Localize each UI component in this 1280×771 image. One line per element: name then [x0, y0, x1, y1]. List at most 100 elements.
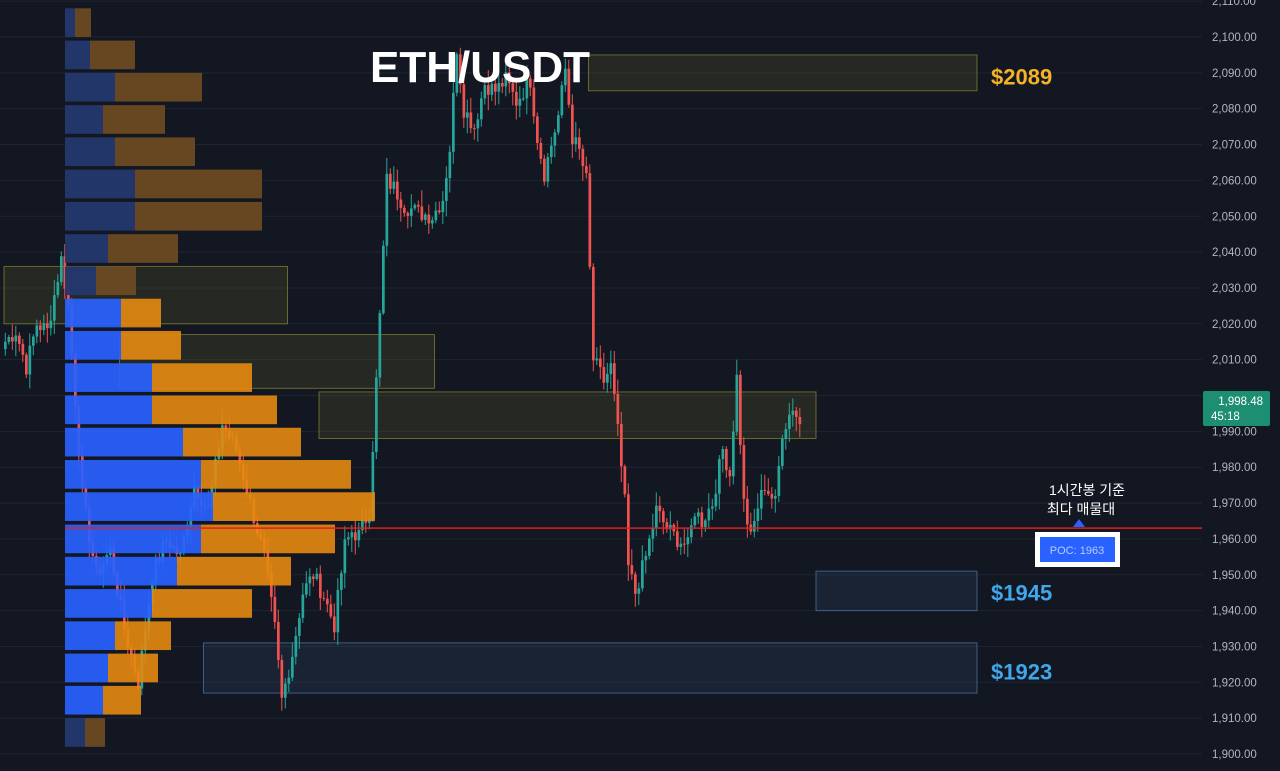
- price-tick-label: 2,070.00: [1212, 140, 1257, 152]
- volume-profile-buy-bar: [65, 8, 75, 37]
- candle-body: [70, 304, 74, 354]
- volume-profile-buy-bar: [65, 169, 135, 199]
- candle-body: [746, 498, 749, 525]
- candle-body: [735, 374, 739, 432]
- candle-body: [683, 543, 686, 545]
- candle-body: [616, 393, 620, 424]
- volume-profile-sell-bar: [183, 427, 301, 457]
- candle-body: [564, 68, 567, 86]
- candle-body: [777, 465, 781, 496]
- candle-body: [609, 363, 613, 375]
- volume-profile-sell-bar: [121, 298, 161, 328]
- candle-body: [273, 596, 277, 623]
- candle-body: [732, 431, 735, 477]
- price-level-label: $1923: [991, 660, 1052, 685]
- candle-body: [403, 207, 406, 213]
- volume-profile-sell-bar: [115, 72, 202, 102]
- volume-profile-sell-bar: [121, 330, 181, 360]
- price-tick-label: 2,100.00: [1212, 32, 1257, 44]
- candle-body: [427, 214, 431, 224]
- candle-body: [711, 506, 714, 509]
- candle-body: [417, 204, 420, 207]
- support-zone: [203, 642, 978, 694]
- candle-body: [301, 594, 305, 619]
- volume-profile-buy-bar: [65, 427, 183, 457]
- candle-body: [585, 166, 588, 174]
- price-tick-label: 2,090.00: [1212, 68, 1257, 80]
- volume-profile-sell-bar: [152, 363, 252, 392]
- volume-profile-buy-bar: [65, 685, 103, 715]
- candle-body: [18, 335, 21, 344]
- candle-body: [466, 112, 469, 118]
- candle-body: [280, 659, 284, 698]
- candle-body: [679, 543, 683, 547]
- volume-profile-buy-bar: [65, 556, 177, 586]
- volume-profile-buy-bar: [65, 201, 135, 231]
- candle-body: [767, 490, 770, 494]
- candle-body: [445, 178, 448, 201]
- price-tick-label: 2,020.00: [1212, 319, 1257, 331]
- candle-body: [557, 115, 560, 133]
- candle-body: [382, 245, 385, 314]
- candle-body: [627, 494, 630, 566]
- volume-profile-sell-bar: [108, 653, 158, 683]
- volume-profile-buy-bar: [65, 105, 103, 134]
- candle-body: [756, 508, 760, 521]
- candle-body: [714, 493, 718, 507]
- candle-body: [770, 493, 774, 499]
- volume-profile-sell-bar: [75, 8, 91, 37]
- candle-body: [35, 325, 39, 337]
- candle-body: [483, 85, 487, 99]
- last-price-tag[interactable]: [1203, 391, 1270, 426]
- candle-body: [361, 519, 364, 531]
- candle-body: [753, 520, 756, 532]
- candle-body: [354, 532, 357, 541]
- candle-body: [25, 354, 28, 375]
- candle-body: [637, 588, 641, 594]
- candle-body: [508, 72, 511, 84]
- candle-body: [606, 374, 609, 383]
- candle-body: [438, 210, 441, 213]
- volume-profile-buy-bar: [65, 266, 96, 296]
- candle-body: [284, 683, 287, 698]
- candle-body: [319, 573, 322, 598]
- candle-body: [130, 646, 133, 655]
- price-level-label: $1945: [991, 581, 1052, 606]
- candle-body: [774, 495, 777, 499]
- candle-body: [350, 532, 354, 538]
- candle-body: [788, 414, 791, 430]
- price-axis[interactable]: 1,900.00 1,910.00 1,920.00 1,930.00 1,940.00…: [1212, 0, 1257, 761]
- candle-body: [392, 181, 396, 189]
- price-tick-label: 1,960.00: [1212, 534, 1257, 546]
- volume-profile-buy-bar: [65, 524, 201, 554]
- volume-profile-buy-bar: [65, 298, 121, 328]
- candle-body: [396, 181, 399, 200]
- candle-body: [760, 489, 763, 509]
- candle-body: [424, 214, 427, 220]
- candle-body: [476, 119, 480, 129]
- candle-body: [511, 83, 515, 92]
- price-tick-label: 1,920.00: [1212, 677, 1257, 689]
- candle-body: [588, 173, 592, 267]
- volume-profile-sell-bar: [115, 621, 171, 651]
- candle-body: [662, 511, 665, 523]
- candle-body: [700, 512, 704, 527]
- candle-body: [693, 516, 697, 526]
- volume-profile-sell-bar: [177, 556, 291, 586]
- candle-body: [375, 377, 378, 452]
- volume-profile-buy-bar: [65, 40, 90, 70]
- price-tick-label: 1,990.00: [1212, 426, 1257, 438]
- candle-body: [305, 583, 308, 595]
- last-price-countdown: 45:18: [1211, 411, 1240, 423]
- candle-body: [294, 635, 298, 657]
- poc-label-inner: [1040, 537, 1115, 562]
- candle-body: [291, 656, 294, 678]
- candle-body: [718, 458, 721, 494]
- volume-profile-sell-bar: [201, 460, 351, 489]
- candle-body: [312, 576, 315, 579]
- candle-body: [487, 85, 490, 95]
- candle-body: [504, 72, 508, 87]
- support-zone: [815, 570, 978, 612]
- candle-body: [308, 576, 312, 584]
- candle-body: [277, 622, 280, 660]
